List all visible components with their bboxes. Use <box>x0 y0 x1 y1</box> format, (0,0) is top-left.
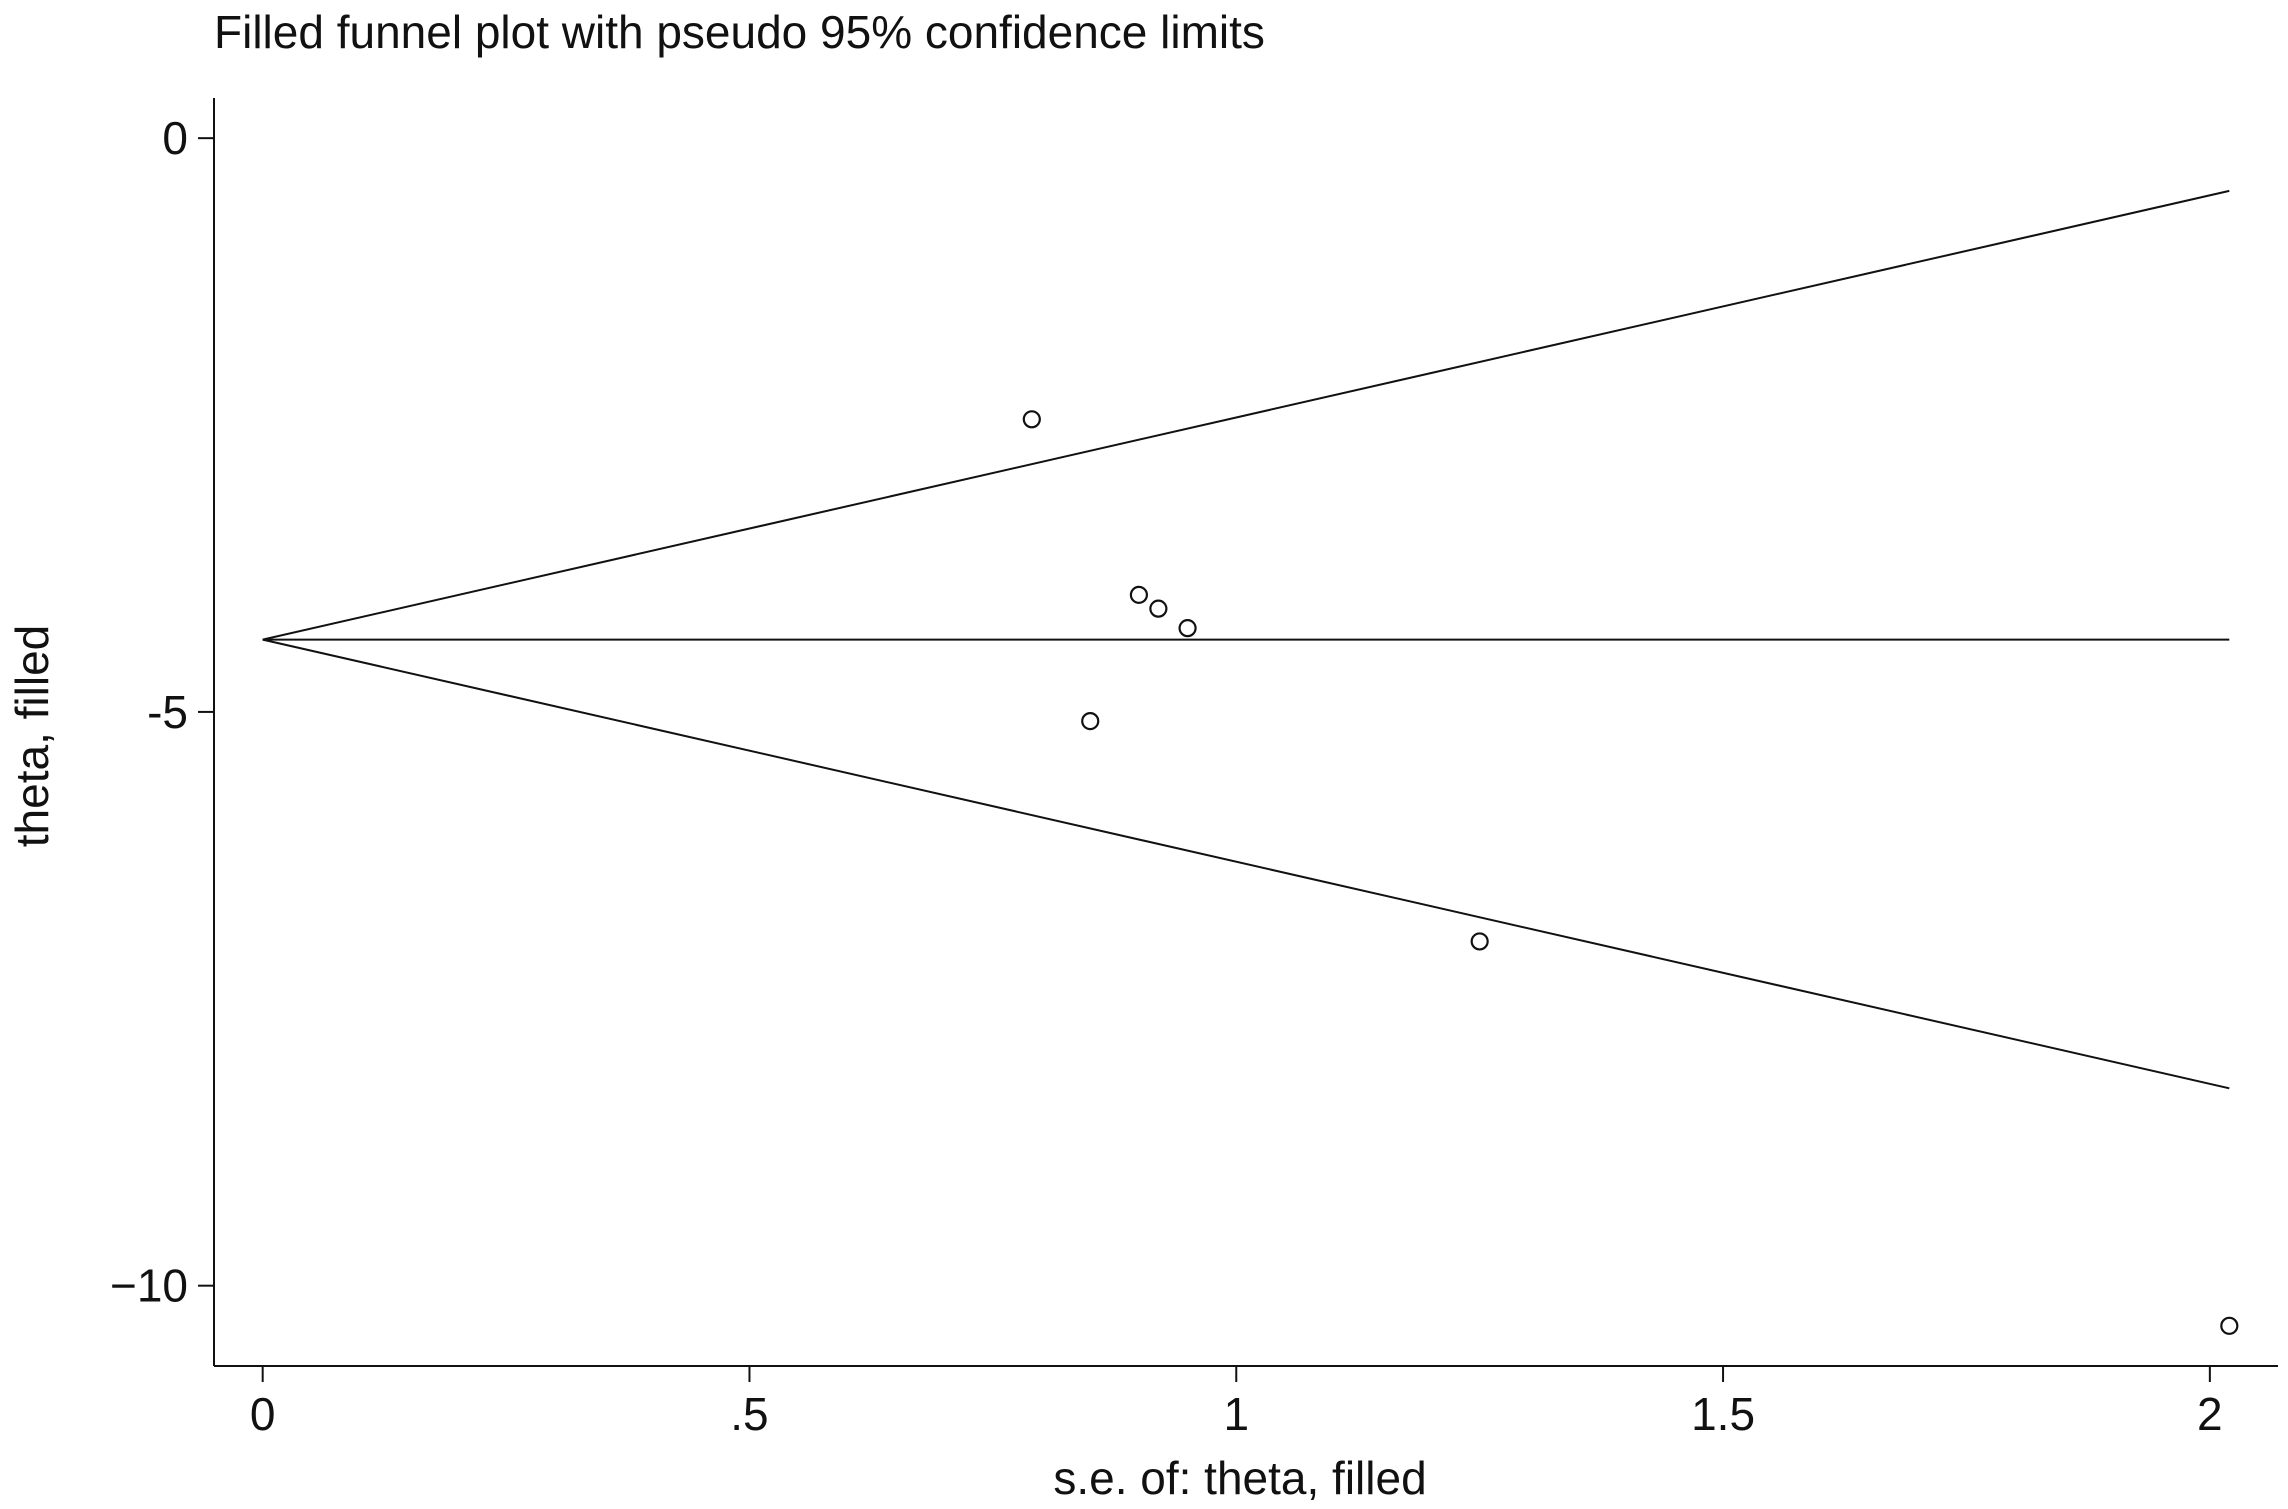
y-tick-label: -5 <box>147 686 188 738</box>
study-point <box>1149 599 1168 618</box>
study-point <box>1081 711 1100 731</box>
x-tick-label: 1 <box>1223 1388 1249 1440</box>
funnel-lines <box>262 189 2230 1090</box>
y-tick-label: −10 <box>110 1260 188 1312</box>
x-tick-label: 0 <box>250 1388 276 1440</box>
study-point <box>2220 1316 2239 1335</box>
study-point <box>1178 619 1197 638</box>
chart-title: Filled funnel plot with pseudo 95% confi… <box>214 6 1265 58</box>
upper-confidence-limit-line <box>262 189 2230 641</box>
y-axis-label: theta, filled <box>6 625 58 847</box>
x-tick-label: .5 <box>730 1388 768 1440</box>
study-point <box>1129 585 1149 604</box>
y-tick-label: 0 <box>162 112 188 164</box>
study-point <box>1022 410 1041 429</box>
axes: 0 .5 1 1.5 2 0 -5 −10 <box>110 98 2278 1440</box>
x-axis-label: s.e. of: theta, filled <box>1053 1452 1426 1504</box>
lower-confidence-limit-line <box>262 638 2230 1090</box>
study-points <box>1022 410 2239 1335</box>
x-tick-label: 2 <box>2197 1388 2223 1440</box>
study-point <box>1470 932 1489 951</box>
x-tick-label: 1.5 <box>1691 1388 1755 1440</box>
